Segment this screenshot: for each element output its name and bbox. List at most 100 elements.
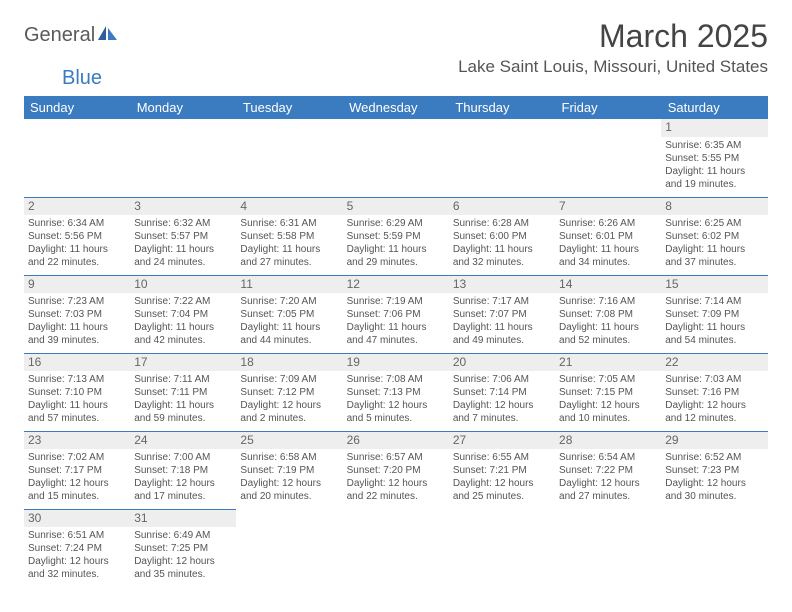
sunset-text: Sunset: 7:23 PM xyxy=(665,464,763,477)
sunrise-text: Sunrise: 7:13 AM xyxy=(28,373,126,386)
sunrise-text: Sunrise: 7:03 AM xyxy=(665,373,763,386)
day-number: 27 xyxy=(449,432,555,450)
calendar-table: Sunday Monday Tuesday Wednesday Thursday… xyxy=(24,96,768,587)
sunrise-text: Sunrise: 6:34 AM xyxy=(28,217,126,230)
daylight-text: Daylight: 11 hours xyxy=(665,165,763,178)
sunrise-text: Sunrise: 6:52 AM xyxy=(665,451,763,464)
calendar-cell xyxy=(236,119,342,197)
daylight-text: and 59 minutes. xyxy=(134,412,232,425)
sunset-text: Sunset: 7:13 PM xyxy=(347,386,445,399)
day-number: 31 xyxy=(130,510,236,528)
sunrise-text: Sunrise: 7:09 AM xyxy=(240,373,338,386)
day-number: 19 xyxy=(343,354,449,372)
daylight-text: Daylight: 12 hours xyxy=(240,399,338,412)
daylight-text: and 22 minutes. xyxy=(28,256,126,269)
daylight-text: and 54 minutes. xyxy=(665,334,763,347)
daylight-text: Daylight: 11 hours xyxy=(347,321,445,334)
calendar-cell xyxy=(343,119,449,197)
daylight-text: and 25 minutes. xyxy=(453,490,551,503)
calendar-cell xyxy=(130,119,236,197)
day-number: 3 xyxy=(130,198,236,216)
daylight-text: and 52 minutes. xyxy=(559,334,657,347)
daylight-text: Daylight: 11 hours xyxy=(134,243,232,256)
daylight-text: and 7 minutes. xyxy=(453,412,551,425)
daylight-text: and 34 minutes. xyxy=(559,256,657,269)
day-number: 21 xyxy=(555,354,661,372)
sunrise-text: Sunrise: 6:49 AM xyxy=(134,529,232,542)
daylight-text: Daylight: 12 hours xyxy=(559,477,657,490)
sunrise-text: Sunrise: 7:22 AM xyxy=(134,295,232,308)
day-number: 5 xyxy=(343,198,449,216)
calendar-cell: 3Sunrise: 6:32 AMSunset: 5:57 PMDaylight… xyxy=(130,197,236,275)
calendar-cell: 17Sunrise: 7:11 AMSunset: 7:11 PMDayligh… xyxy=(130,353,236,431)
daylight-text: Daylight: 11 hours xyxy=(665,321,763,334)
calendar-cell xyxy=(449,119,555,197)
sunrise-text: Sunrise: 6:54 AM xyxy=(559,451,657,464)
calendar-cell: 27Sunrise: 6:55 AMSunset: 7:21 PMDayligh… xyxy=(449,431,555,509)
daylight-text: Daylight: 11 hours xyxy=(28,399,126,412)
calendar-cell xyxy=(661,509,767,587)
sunrise-text: Sunrise: 6:28 AM xyxy=(453,217,551,230)
daylight-text: Daylight: 11 hours xyxy=(559,243,657,256)
calendar-cell: 26Sunrise: 6:57 AMSunset: 7:20 PMDayligh… xyxy=(343,431,449,509)
day-number: 24 xyxy=(130,432,236,450)
sunset-text: Sunset: 7:22 PM xyxy=(559,464,657,477)
calendar-cell: 4Sunrise: 6:31 AMSunset: 5:58 PMDaylight… xyxy=(236,197,342,275)
calendar-body: 1Sunrise: 6:35 AMSunset: 5:55 PMDaylight… xyxy=(24,119,768,587)
daylight-text: Daylight: 12 hours xyxy=(28,555,126,568)
weekday-header: Sunday xyxy=(24,96,130,119)
weekday-header: Saturday xyxy=(661,96,767,119)
day-number: 13 xyxy=(449,276,555,294)
sail-icon xyxy=(97,24,119,47)
daylight-text: Daylight: 11 hours xyxy=(240,243,338,256)
daylight-text: and 10 minutes. xyxy=(559,412,657,425)
day-number: 20 xyxy=(449,354,555,372)
sunrise-text: Sunrise: 7:19 AM xyxy=(347,295,445,308)
day-number: 6 xyxy=(449,198,555,216)
sunset-text: Sunset: 5:57 PM xyxy=(134,230,232,243)
daylight-text: Daylight: 11 hours xyxy=(347,243,445,256)
sunrise-text: Sunrise: 7:00 AM xyxy=(134,451,232,464)
sunset-text: Sunset: 7:07 PM xyxy=(453,308,551,321)
day-number: 28 xyxy=(555,432,661,450)
sunset-text: Sunset: 7:10 PM xyxy=(28,386,126,399)
sunset-text: Sunset: 5:59 PM xyxy=(347,230,445,243)
day-number: 9 xyxy=(24,276,130,294)
day-number: 4 xyxy=(236,198,342,216)
logo-text-general: General xyxy=(24,24,95,47)
sunset-text: Sunset: 7:06 PM xyxy=(347,308,445,321)
daylight-text: and 47 minutes. xyxy=(347,334,445,347)
sunrise-text: Sunrise: 6:31 AM xyxy=(240,217,338,230)
weekday-header: Thursday xyxy=(449,96,555,119)
daylight-text: and 57 minutes. xyxy=(28,412,126,425)
daylight-text: and 32 minutes. xyxy=(453,256,551,269)
sunset-text: Sunset: 7:05 PM xyxy=(240,308,338,321)
calendar-cell: 13Sunrise: 7:17 AMSunset: 7:07 PMDayligh… xyxy=(449,275,555,353)
calendar-cell: 14Sunrise: 7:16 AMSunset: 7:08 PMDayligh… xyxy=(555,275,661,353)
day-number: 14 xyxy=(555,276,661,294)
sunrise-text: Sunrise: 6:57 AM xyxy=(347,451,445,464)
sunrise-text: Sunrise: 6:51 AM xyxy=(28,529,126,542)
calendar-cell: 20Sunrise: 7:06 AMSunset: 7:14 PMDayligh… xyxy=(449,353,555,431)
sunrise-text: Sunrise: 7:17 AM xyxy=(453,295,551,308)
sunset-text: Sunset: 7:11 PM xyxy=(134,386,232,399)
day-number: 25 xyxy=(236,432,342,450)
daylight-text: Daylight: 11 hours xyxy=(453,243,551,256)
sunrise-text: Sunrise: 7:20 AM xyxy=(240,295,338,308)
calendar-cell: 19Sunrise: 7:08 AMSunset: 7:13 PMDayligh… xyxy=(343,353,449,431)
daylight-text: Daylight: 12 hours xyxy=(665,399,763,412)
daylight-text: and 27 minutes. xyxy=(559,490,657,503)
daylight-text: Daylight: 11 hours xyxy=(28,321,126,334)
day-number: 23 xyxy=(24,432,130,450)
day-number: 15 xyxy=(661,276,767,294)
calendar-cell: 1Sunrise: 6:35 AMSunset: 5:55 PMDaylight… xyxy=(661,119,767,197)
daylight-text: and 42 minutes. xyxy=(134,334,232,347)
weekday-header: Tuesday xyxy=(236,96,342,119)
daylight-text: Daylight: 12 hours xyxy=(453,477,551,490)
calendar-cell: 6Sunrise: 6:28 AMSunset: 6:00 PMDaylight… xyxy=(449,197,555,275)
sunset-text: Sunset: 7:04 PM xyxy=(134,308,232,321)
calendar-cell: 5Sunrise: 6:29 AMSunset: 5:59 PMDaylight… xyxy=(343,197,449,275)
daylight-text: Daylight: 11 hours xyxy=(453,321,551,334)
sunset-text: Sunset: 7:14 PM xyxy=(453,386,551,399)
sunrise-text: Sunrise: 7:23 AM xyxy=(28,295,126,308)
